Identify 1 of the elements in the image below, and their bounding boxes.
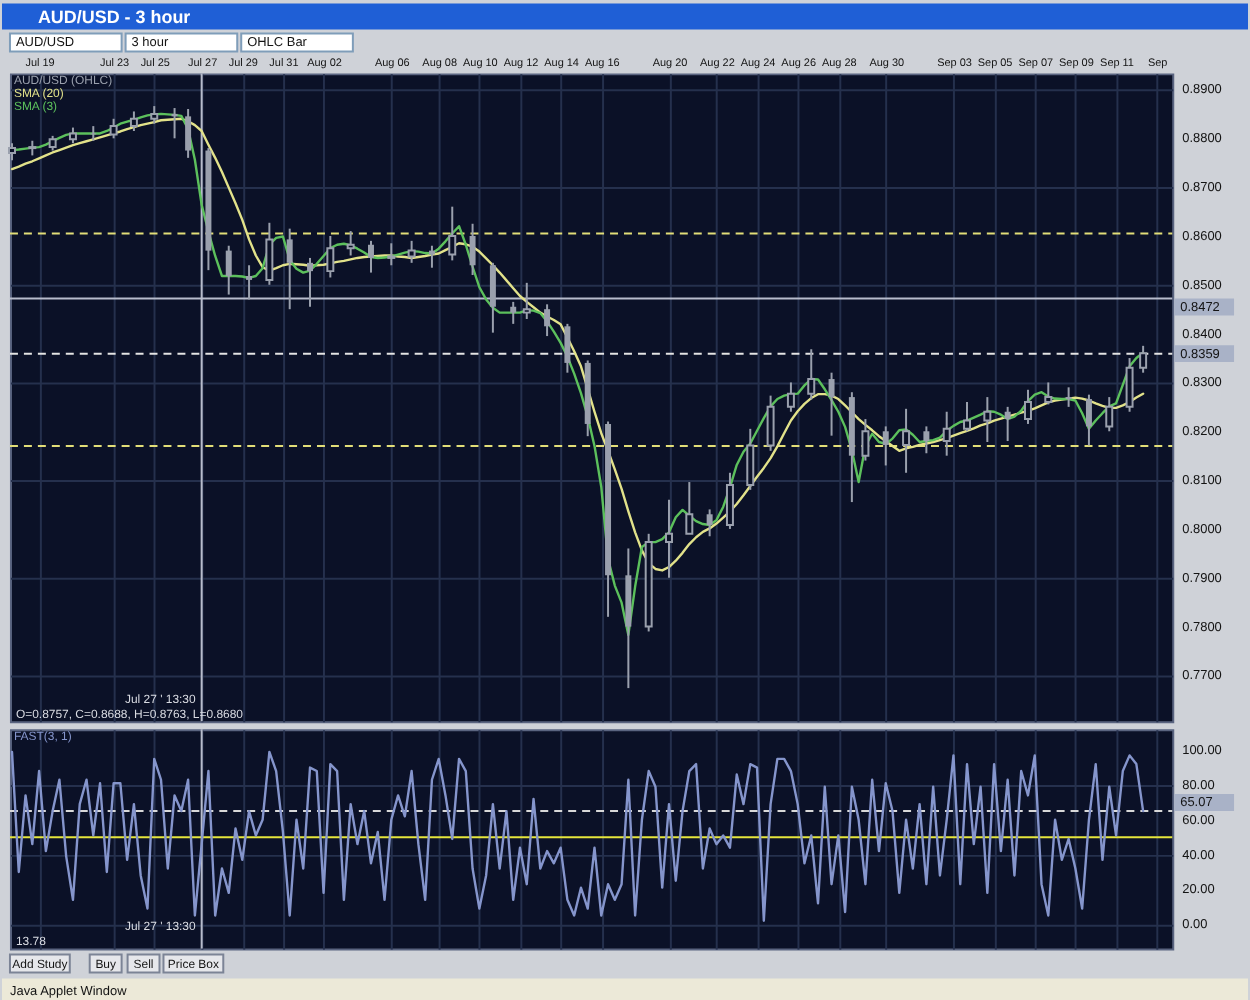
- chart-title: AUD/USD - 3 hour: [37, 6, 192, 27]
